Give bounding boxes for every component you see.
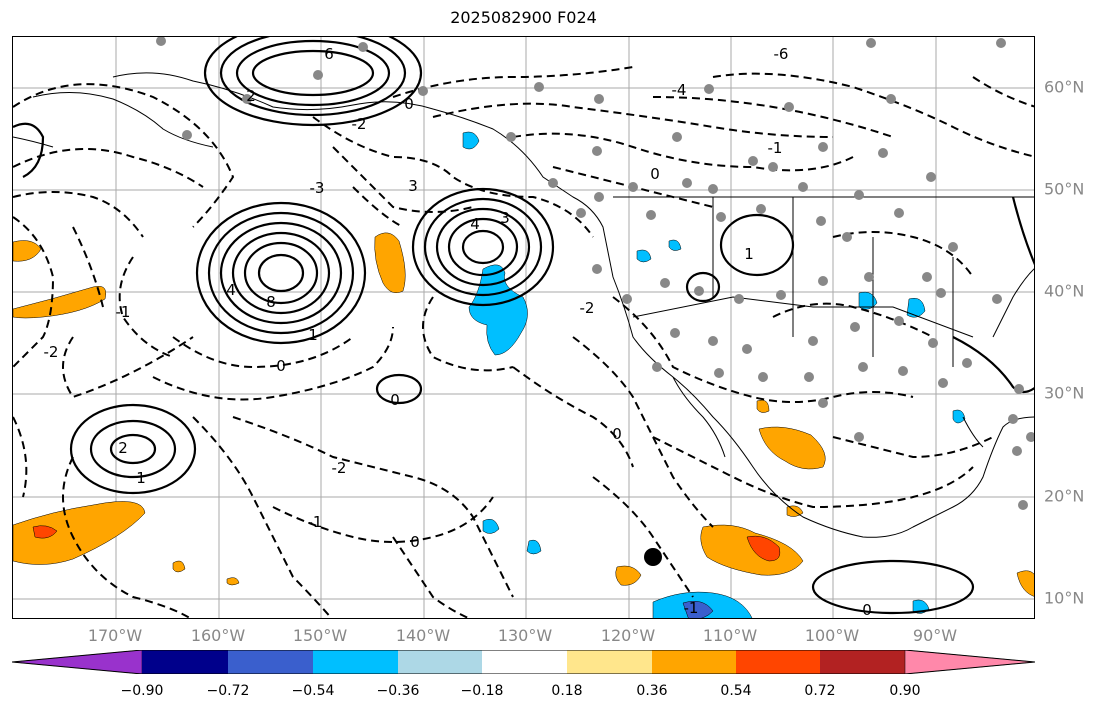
lon-label-120w: 120°W	[600, 626, 656, 645]
svg-text:0: 0	[612, 425, 622, 443]
svg-text:-1: -1	[684, 599, 699, 617]
storm-center-marker	[644, 548, 662, 566]
lat-label-40n: 40°N	[1044, 281, 1085, 301]
svg-text:3: 3	[500, 209, 510, 227]
svg-text:4: 4	[470, 215, 480, 233]
colorbar-segment	[736, 650, 820, 674]
lat-label-50n: 50°N	[1044, 179, 1085, 199]
svg-text:1: 1	[136, 469, 146, 487]
colorbar-segment	[482, 650, 567, 674]
lon-label-140w: 140°W	[395, 626, 451, 645]
svg-text:0: 0	[276, 357, 286, 375]
svg-text:-2: -2	[44, 343, 59, 361]
lat-label-10n: 10°N	[1044, 588, 1085, 608]
colorbar-segment	[652, 650, 736, 674]
svg-text:-4: -4	[672, 81, 687, 99]
map-canvas: 6 0 2 3 1 4 8 -2 -3 -1 -6 -4 -2 -1 0 0 2…	[13, 37, 1034, 619]
svg-text:8: 8	[266, 293, 276, 311]
colorbar-tick: −0.36	[376, 683, 420, 699]
svg-text:0: 0	[390, 391, 400, 409]
colorbar-segment	[313, 650, 398, 674]
colorbar-segment	[820, 650, 905, 674]
lon-label-100w: 100°W	[804, 626, 860, 645]
colorbar-segment	[228, 650, 313, 674]
svg-text:0: 0	[410, 533, 420, 551]
lat-label-30n: 30°N	[1044, 383, 1085, 403]
shaded-anomalies	[13, 131, 1034, 618]
contour-labels: 6 0 2 3 1 4 8 -2 -3 -1 -6 -4 -2 -1 0 0 2…	[44, 45, 872, 619]
graticule	[13, 37, 1034, 618]
svg-text:0: 0	[404, 95, 414, 113]
svg-text:-6: -6	[774, 45, 789, 63]
coastlines	[13, 72, 1034, 538]
colorbar-tick: −0.72	[206, 683, 250, 699]
svg-text:-1: -1	[768, 139, 783, 157]
station-markers	[156, 37, 1034, 510]
colorbar-segment	[567, 650, 652, 674]
svg-text:1: 1	[744, 245, 754, 263]
svg-text:-1: -1	[116, 303, 131, 321]
lat-label-20n: 20°N	[1044, 486, 1085, 506]
colorbar	[12, 650, 1035, 674]
svg-text:3: 3	[408, 177, 418, 195]
svg-text:1: 1	[308, 326, 318, 344]
svg-text:-3: -3	[310, 179, 325, 197]
svg-text:4: 4	[226, 281, 236, 299]
negative-contours	[13, 66, 1034, 618]
colorbar-segment	[398, 650, 482, 674]
lon-label-170w: 170°W	[87, 626, 143, 645]
svg-text:-2: -2	[332, 459, 347, 477]
lon-label-150w: 150°W	[292, 626, 348, 645]
map-plot-area: 6 0 2 3 1 4 8 -2 -3 -1 -6 -4 -2 -1 0 0 2…	[12, 36, 1035, 619]
colorbar-tick: −0.18	[460, 683, 504, 699]
colorbar-tick: −0.54	[291, 683, 335, 699]
svg-text:2: 2	[246, 87, 256, 105]
colorbar-tick: −0.90	[120, 683, 164, 699]
lon-label-130w: 130°W	[497, 626, 553, 645]
svg-text:-1: -1	[308, 513, 323, 531]
colorbar-tick: 0.72	[804, 683, 836, 699]
colorbar-tick: 0.36	[636, 683, 668, 699]
colorbar-tick: 0.18	[551, 683, 583, 699]
svg-text:-2: -2	[580, 299, 595, 317]
colorbar-extend-low	[12, 650, 143, 674]
colorbar-extend-high	[904, 650, 1035, 674]
lon-label-160w: 160°W	[190, 626, 246, 645]
svg-text:0: 0	[862, 601, 872, 619]
colorbar-tick: 0.90	[889, 683, 921, 699]
lat-label-60n: 60°N	[1044, 77, 1085, 97]
positive-contours	[13, 37, 1034, 615]
map-title: 2025082900 F024	[450, 8, 597, 27]
lon-label-110w: 110°W	[702, 626, 758, 645]
lon-label-90w: 90°W	[912, 626, 958, 645]
svg-text:2: 2	[118, 439, 128, 457]
colorbar-tick: 0.54	[720, 683, 752, 699]
svg-text:-2: -2	[352, 115, 367, 133]
svg-text:0: 0	[650, 165, 660, 183]
colorbar-segment	[142, 650, 228, 674]
svg-text:6: 6	[324, 45, 334, 63]
